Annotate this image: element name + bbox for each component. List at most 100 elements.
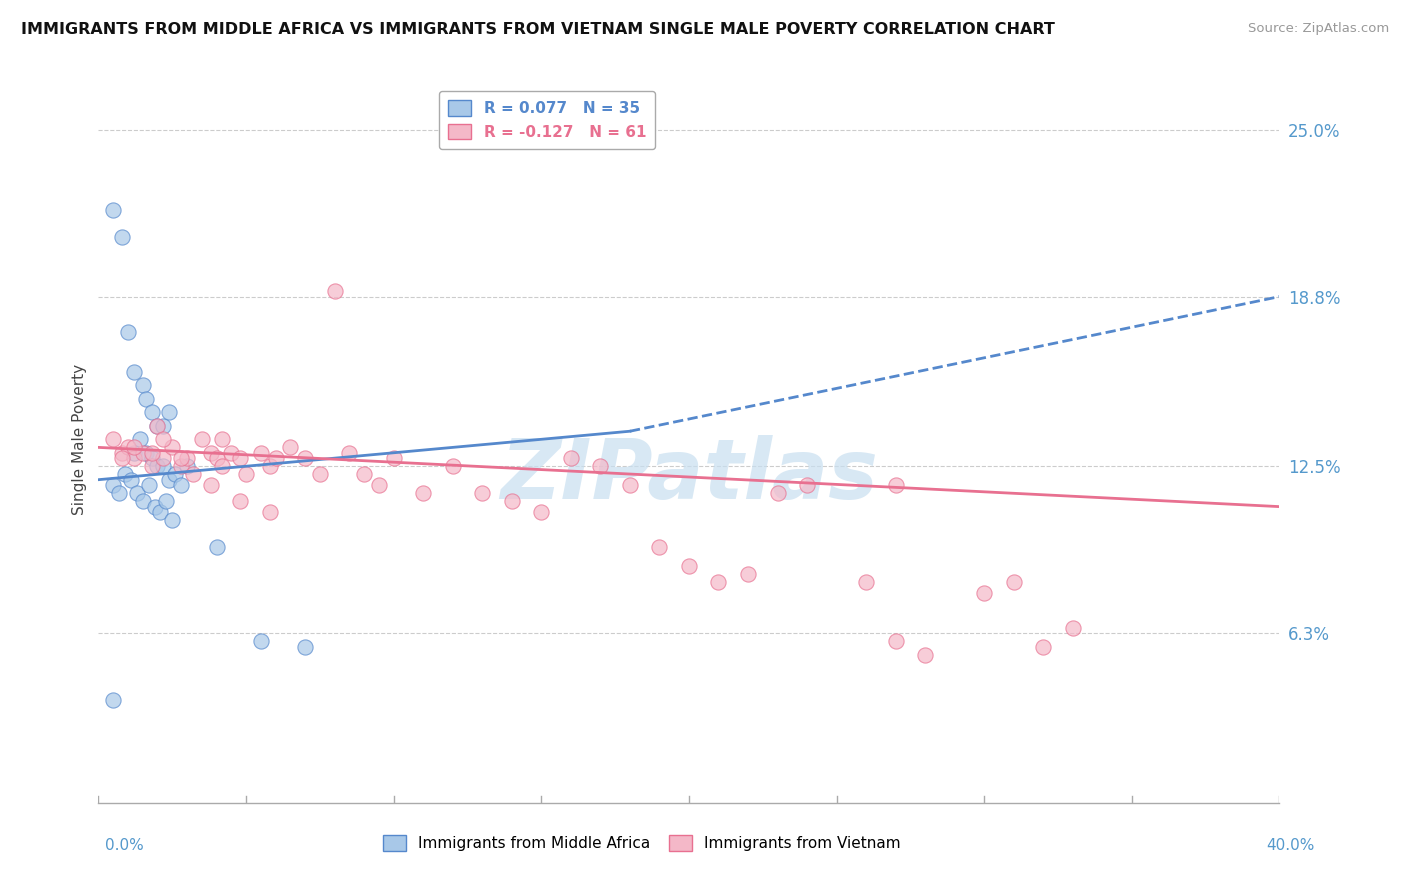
Point	[973, 586, 995, 600]
Point	[132, 378, 155, 392]
Point	[146, 459, 169, 474]
Point	[412, 486, 434, 500]
Point	[122, 441, 145, 455]
Point	[114, 467, 136, 482]
Point	[678, 558, 700, 573]
Point	[560, 451, 582, 466]
Point	[176, 451, 198, 466]
Point	[914, 648, 936, 662]
Point	[117, 441, 139, 455]
Point	[155, 494, 177, 508]
Point	[294, 451, 316, 466]
Text: Source: ZipAtlas.com: Source: ZipAtlas.com	[1249, 22, 1389, 36]
Point	[170, 478, 193, 492]
Text: 0.0%: 0.0%	[105, 838, 145, 854]
Point	[135, 392, 157, 406]
Point	[141, 405, 163, 419]
Point	[143, 500, 166, 514]
Point	[146, 418, 169, 433]
Point	[120, 473, 142, 487]
Point	[125, 486, 148, 500]
Point	[589, 459, 612, 474]
Point	[368, 478, 391, 492]
Point	[796, 478, 818, 492]
Point	[138, 478, 160, 492]
Point	[117, 325, 139, 339]
Point	[162, 513, 183, 527]
Point	[152, 418, 174, 433]
Point	[141, 451, 163, 466]
Point	[149, 505, 172, 519]
Point	[132, 446, 155, 460]
Point	[152, 451, 174, 466]
Point	[1062, 621, 1084, 635]
Point	[157, 473, 180, 487]
Point	[205, 540, 228, 554]
Point	[1002, 574, 1025, 589]
Point	[211, 432, 233, 446]
Point	[250, 634, 273, 648]
Point	[152, 459, 174, 474]
Point	[619, 478, 641, 492]
Point	[176, 459, 198, 474]
Point	[111, 451, 134, 466]
Point	[1032, 640, 1054, 654]
Y-axis label: Single Male Poverty: Single Male Poverty	[72, 364, 87, 515]
Point	[501, 494, 523, 508]
Point	[103, 693, 125, 707]
Point	[530, 505, 553, 519]
Point	[170, 459, 193, 474]
Point	[229, 451, 252, 466]
Point	[884, 478, 907, 492]
Point	[191, 432, 214, 446]
Point	[170, 451, 193, 466]
Point	[323, 284, 346, 298]
Point	[221, 446, 243, 460]
Point	[108, 486, 131, 500]
Point	[103, 478, 125, 492]
Point	[135, 446, 157, 460]
Point	[132, 494, 155, 508]
Point	[122, 365, 145, 379]
Point	[229, 494, 252, 508]
Point	[259, 505, 281, 519]
Point	[122, 446, 145, 460]
Point	[103, 203, 125, 218]
Text: 40.0%: 40.0%	[1267, 838, 1315, 854]
Point	[441, 459, 464, 474]
Point	[162, 441, 183, 455]
Point	[294, 640, 316, 654]
Point	[181, 467, 204, 482]
Point	[707, 574, 730, 589]
Point	[737, 566, 759, 581]
Point	[766, 486, 789, 500]
Legend: Immigrants from Middle Africa, Immigrants from Vietnam: Immigrants from Middle Africa, Immigrant…	[377, 829, 907, 857]
Point	[146, 418, 169, 433]
Point	[157, 405, 180, 419]
Point	[200, 446, 222, 460]
Point	[205, 451, 228, 466]
Point	[103, 432, 125, 446]
Point	[648, 540, 671, 554]
Point	[855, 574, 877, 589]
Point	[165, 467, 187, 482]
Point	[264, 451, 287, 466]
Point	[884, 634, 907, 648]
Point	[471, 486, 494, 500]
Point	[309, 467, 332, 482]
Point	[382, 451, 405, 466]
Text: IMMIGRANTS FROM MIDDLE AFRICA VS IMMIGRANTS FROM VIETNAM SINGLE MALE POVERTY COR: IMMIGRANTS FROM MIDDLE AFRICA VS IMMIGRA…	[21, 22, 1054, 37]
Point	[128, 432, 150, 446]
Point	[235, 467, 257, 482]
Point	[211, 459, 233, 474]
Point	[141, 459, 163, 474]
Point	[111, 230, 134, 244]
Point	[280, 441, 302, 455]
Point	[259, 459, 281, 474]
Point	[122, 451, 145, 466]
Point	[111, 446, 134, 460]
Point	[339, 446, 361, 460]
Point	[141, 446, 163, 460]
Text: ZIPatlas: ZIPatlas	[501, 435, 877, 516]
Point	[250, 446, 273, 460]
